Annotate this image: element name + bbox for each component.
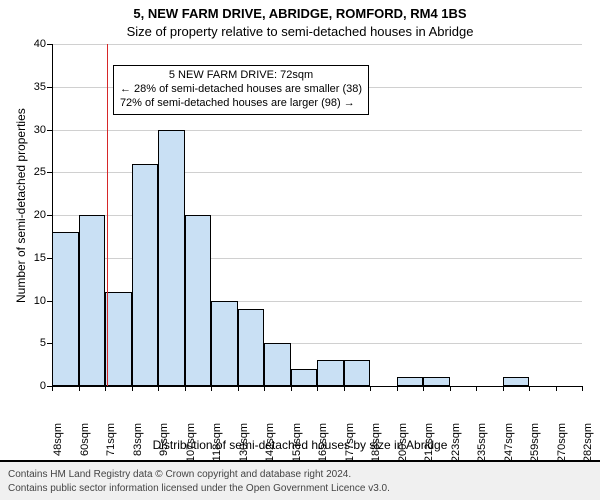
chart-title-sub: Size of property relative to semi-detach… bbox=[0, 24, 600, 39]
histogram-bar bbox=[264, 343, 291, 386]
y-axis-line bbox=[52, 44, 53, 386]
y-tick-label: 5 bbox=[24, 337, 46, 349]
histogram-bar bbox=[503, 377, 530, 386]
histogram-bar bbox=[238, 309, 265, 386]
x-tick-label: 130sqm bbox=[238, 423, 250, 483]
x-tick-label: 83sqm bbox=[132, 423, 144, 483]
x-tick-label: 177sqm bbox=[344, 423, 356, 483]
y-tick-label: 20 bbox=[24, 209, 46, 221]
x-tick-label: 153sqm bbox=[291, 423, 303, 483]
x-tick-label: 95sqm bbox=[158, 423, 170, 483]
annotation-line: 5 NEW FARM DRIVE: 72sqm bbox=[120, 69, 362, 83]
y-tick-label: 35 bbox=[24, 81, 46, 93]
chart-title-main: 5, NEW FARM DRIVE, ABRIDGE, ROMFORD, RM4… bbox=[0, 6, 600, 21]
x-tick-label: 60sqm bbox=[79, 423, 91, 483]
x-tick-label: 188sqm bbox=[370, 423, 382, 483]
histogram-bar bbox=[317, 360, 344, 386]
histogram-bar bbox=[423, 377, 450, 386]
y-tick-label: 40 bbox=[24, 38, 46, 50]
annotation-line: ← 28% of semi-detached houses are smalle… bbox=[120, 83, 362, 97]
x-tick-label: 165sqm bbox=[317, 423, 329, 483]
gridline bbox=[52, 130, 582, 131]
y-tick-label: 30 bbox=[24, 124, 46, 136]
reference-marker-line bbox=[107, 44, 108, 386]
x-tick-label: 107sqm bbox=[185, 423, 197, 483]
x-tick-label: 259sqm bbox=[529, 423, 541, 483]
y-tick-label: 10 bbox=[24, 295, 46, 307]
annotation-line: 72% of semi-detached houses are larger (… bbox=[120, 97, 362, 111]
histogram-bar bbox=[291, 369, 318, 386]
histogram-bar bbox=[79, 215, 106, 386]
x-tick-label: 212sqm bbox=[423, 423, 435, 483]
x-tick-label: 247sqm bbox=[503, 423, 515, 483]
x-tick-label: 118sqm bbox=[211, 423, 223, 483]
gridline bbox=[52, 44, 582, 45]
y-tick-label: 25 bbox=[24, 166, 46, 178]
x-tick-label: 282sqm bbox=[582, 423, 594, 483]
histogram-bar bbox=[52, 232, 79, 386]
x-tick-label: 270sqm bbox=[556, 423, 568, 483]
x-tick-mark bbox=[582, 386, 583, 391]
y-tick-label: 0 bbox=[24, 380, 46, 392]
chart-container: 5, NEW FARM DRIVE, ABRIDGE, ROMFORD, RM4… bbox=[0, 0, 600, 500]
y-axis-label: Number of semi-detached properties bbox=[14, 109, 28, 304]
plot-area: 5 NEW FARM DRIVE: 72sqm← 28% of semi-det… bbox=[52, 44, 582, 386]
y-tick-label: 15 bbox=[24, 252, 46, 264]
annotation-box: 5 NEW FARM DRIVE: 72sqm← 28% of semi-det… bbox=[113, 65, 369, 114]
x-tick-label: 223sqm bbox=[450, 423, 462, 483]
histogram-bar bbox=[211, 301, 238, 387]
attribution-line-2: Contains public sector information licen… bbox=[8, 482, 592, 496]
x-tick-label: 200sqm bbox=[397, 423, 409, 483]
histogram-bar bbox=[185, 215, 212, 386]
x-axis-line bbox=[52, 386, 582, 387]
x-tick-label: 71sqm bbox=[105, 423, 117, 483]
x-tick-label: 235sqm bbox=[476, 423, 488, 483]
x-tick-label: 48sqm bbox=[52, 423, 64, 483]
x-tick-label: 142sqm bbox=[264, 423, 276, 483]
histogram-bar bbox=[132, 164, 159, 386]
histogram-bar bbox=[158, 130, 185, 387]
histogram-bar bbox=[344, 360, 371, 386]
histogram-bar bbox=[105, 292, 132, 386]
histogram-bar bbox=[397, 377, 424, 386]
